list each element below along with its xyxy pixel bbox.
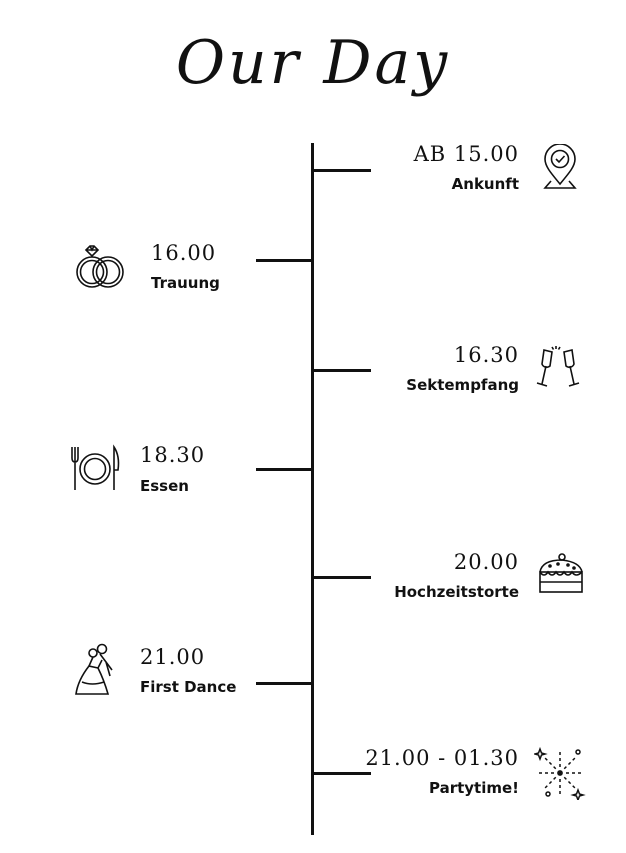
timeline-tick-ankunft	[313, 169, 371, 172]
timeline-tick-partytime	[313, 772, 371, 775]
event-label-hochzeitstorte: Hochzeitstorte	[394, 583, 519, 601]
event-label-ankunft: Ankunft	[451, 175, 519, 193]
timeline-tick-trauung	[256, 259, 314, 262]
event-time-ankunft: AB 15.00	[413, 142, 519, 166]
event-label-sektempfang: Sektempfang	[406, 376, 519, 394]
event-label-trauung: Trauung	[151, 274, 220, 292]
event-label-essen: Essen	[140, 477, 189, 495]
event-label-first-dance: First Dance	[140, 678, 237, 696]
event-time-sektempfang: 16.30	[453, 343, 519, 367]
event-time-trauung: 16.00	[151, 241, 217, 265]
champagne-glasses-icon	[536, 344, 580, 394]
dancing-couple-icon	[72, 642, 120, 698]
event-time-first-dance: 21.00	[140, 645, 206, 669]
fireworks-icon	[534, 746, 586, 800]
timeline-tick-hochzeitstorte	[313, 576, 371, 579]
event-label-partytime: Partytime!	[428, 779, 519, 797]
event-time-essen: 18.30	[140, 443, 206, 467]
page-title: Our Day	[175, 28, 451, 98]
timeline-tick-essen	[256, 468, 314, 471]
timeline-tick-sektempfang	[313, 369, 371, 372]
plate-cutlery-icon	[68, 444, 122, 494]
event-time-partytime: 21.00 - 01.30	[365, 746, 519, 770]
event-time-hochzeitstorte: 20.00	[453, 550, 519, 574]
timeline-axis	[311, 143, 314, 835]
wedding-rings-icon	[72, 244, 128, 290]
timeline-tick-first-dance	[256, 682, 314, 685]
cake-slice-icon	[536, 552, 586, 596]
location-pin-icon	[540, 144, 580, 190]
